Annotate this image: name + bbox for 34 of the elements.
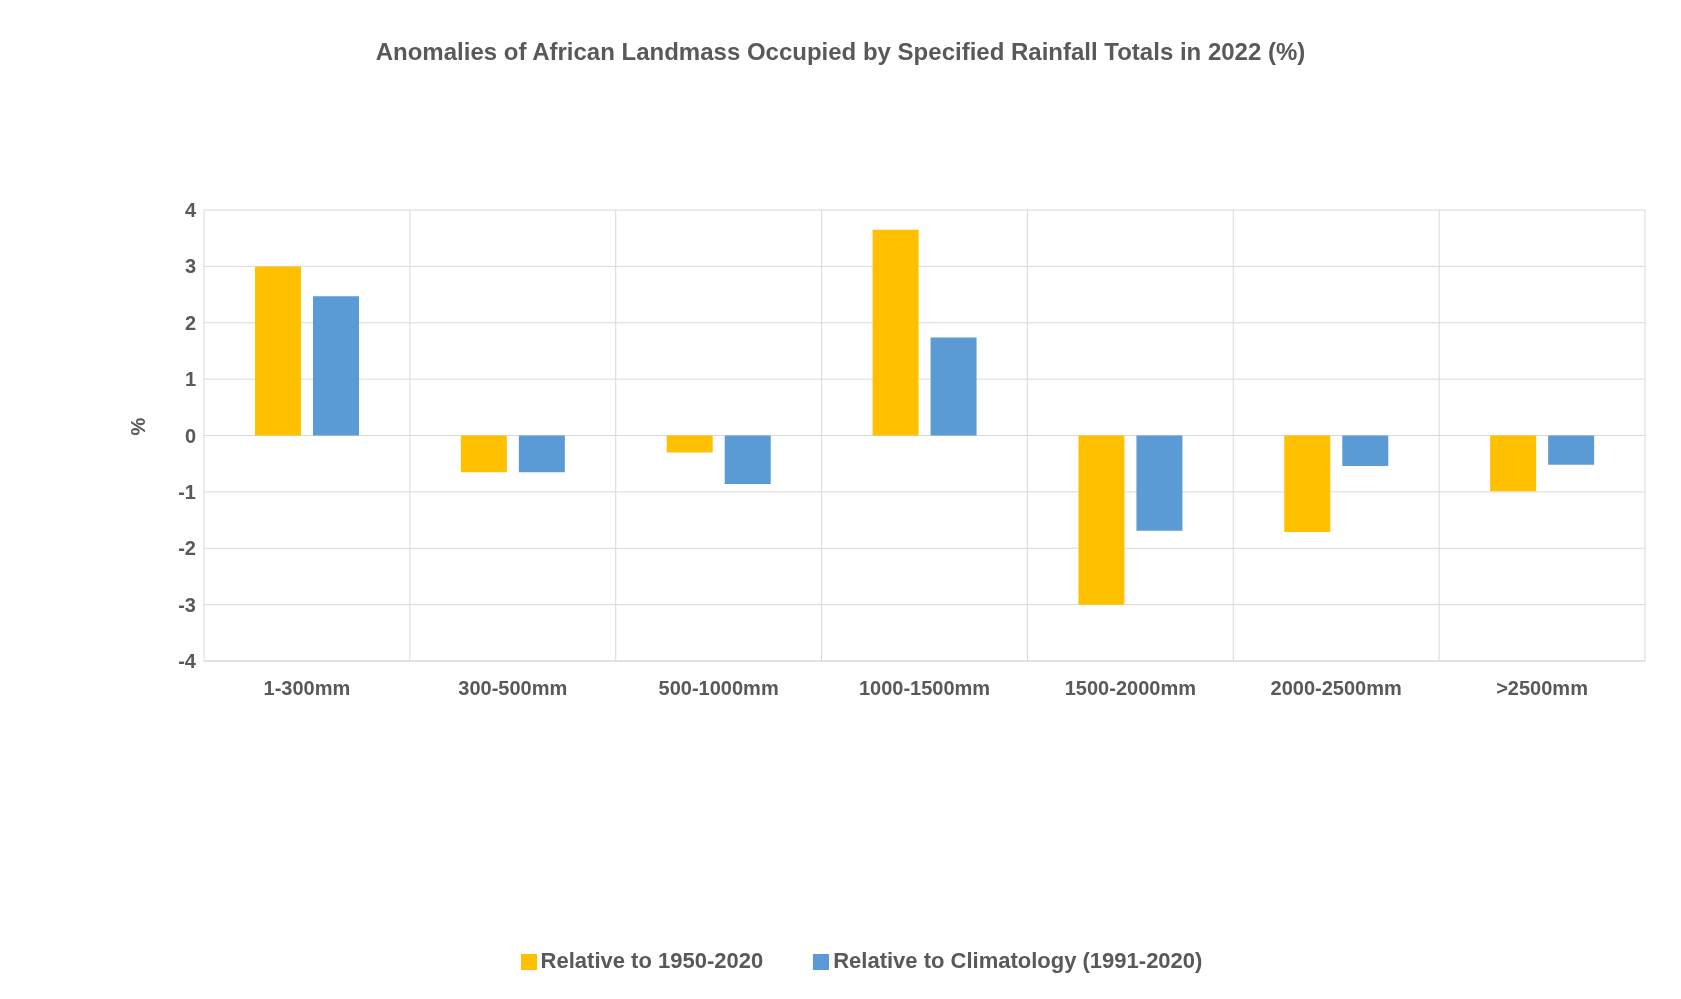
bar (255, 266, 301, 436)
x-tick-label: >2500mm (1496, 677, 1588, 700)
bar (1284, 435, 1331, 532)
y-axis-title: % (127, 417, 150, 436)
x-tick-label: 1000-1500mm (858, 677, 991, 700)
y-tick-label: 1 (184, 368, 196, 391)
bar (930, 337, 977, 436)
y-tick-label: -3 (178, 593, 196, 616)
bar (460, 435, 507, 473)
bar (1078, 435, 1125, 605)
x-tick-label: 300-500mm (458, 677, 568, 700)
bar (1548, 435, 1595, 465)
y-tick-label: -1 (178, 480, 196, 503)
x-tick-label: 500-1000mm (658, 677, 779, 700)
y-tick-label: 4 (184, 199, 197, 222)
y-tick-label: 0 (184, 424, 196, 447)
y-tick-label: 3 (184, 255, 196, 278)
legend-label: Relative to Climatology (1991-2020) (833, 948, 1203, 973)
y-tick-label: -2 (178, 537, 196, 560)
legend-label: Relative to 1950-2020 (540, 948, 764, 973)
bar (1490, 435, 1537, 492)
bar (872, 229, 919, 436)
bar (724, 435, 771, 484)
bar (518, 435, 565, 473)
bar (1342, 435, 1389, 466)
x-tick-label: 1500-2000mm (1064, 677, 1196, 700)
chart-title: Anomalies of African Landmass Occupied by Specified Rainfall Totals in 2022 (%) (374, 38, 1307, 66)
y-tick-label: -4 (178, 650, 197, 673)
x-tick-label: 2000-2500mm (1270, 677, 1402, 700)
y-tick-label: 2 (184, 311, 196, 334)
x-tick-label: 1-300mm (263, 677, 351, 700)
bar (1136, 435, 1183, 531)
bar (313, 296, 359, 436)
bar (666, 435, 713, 453)
